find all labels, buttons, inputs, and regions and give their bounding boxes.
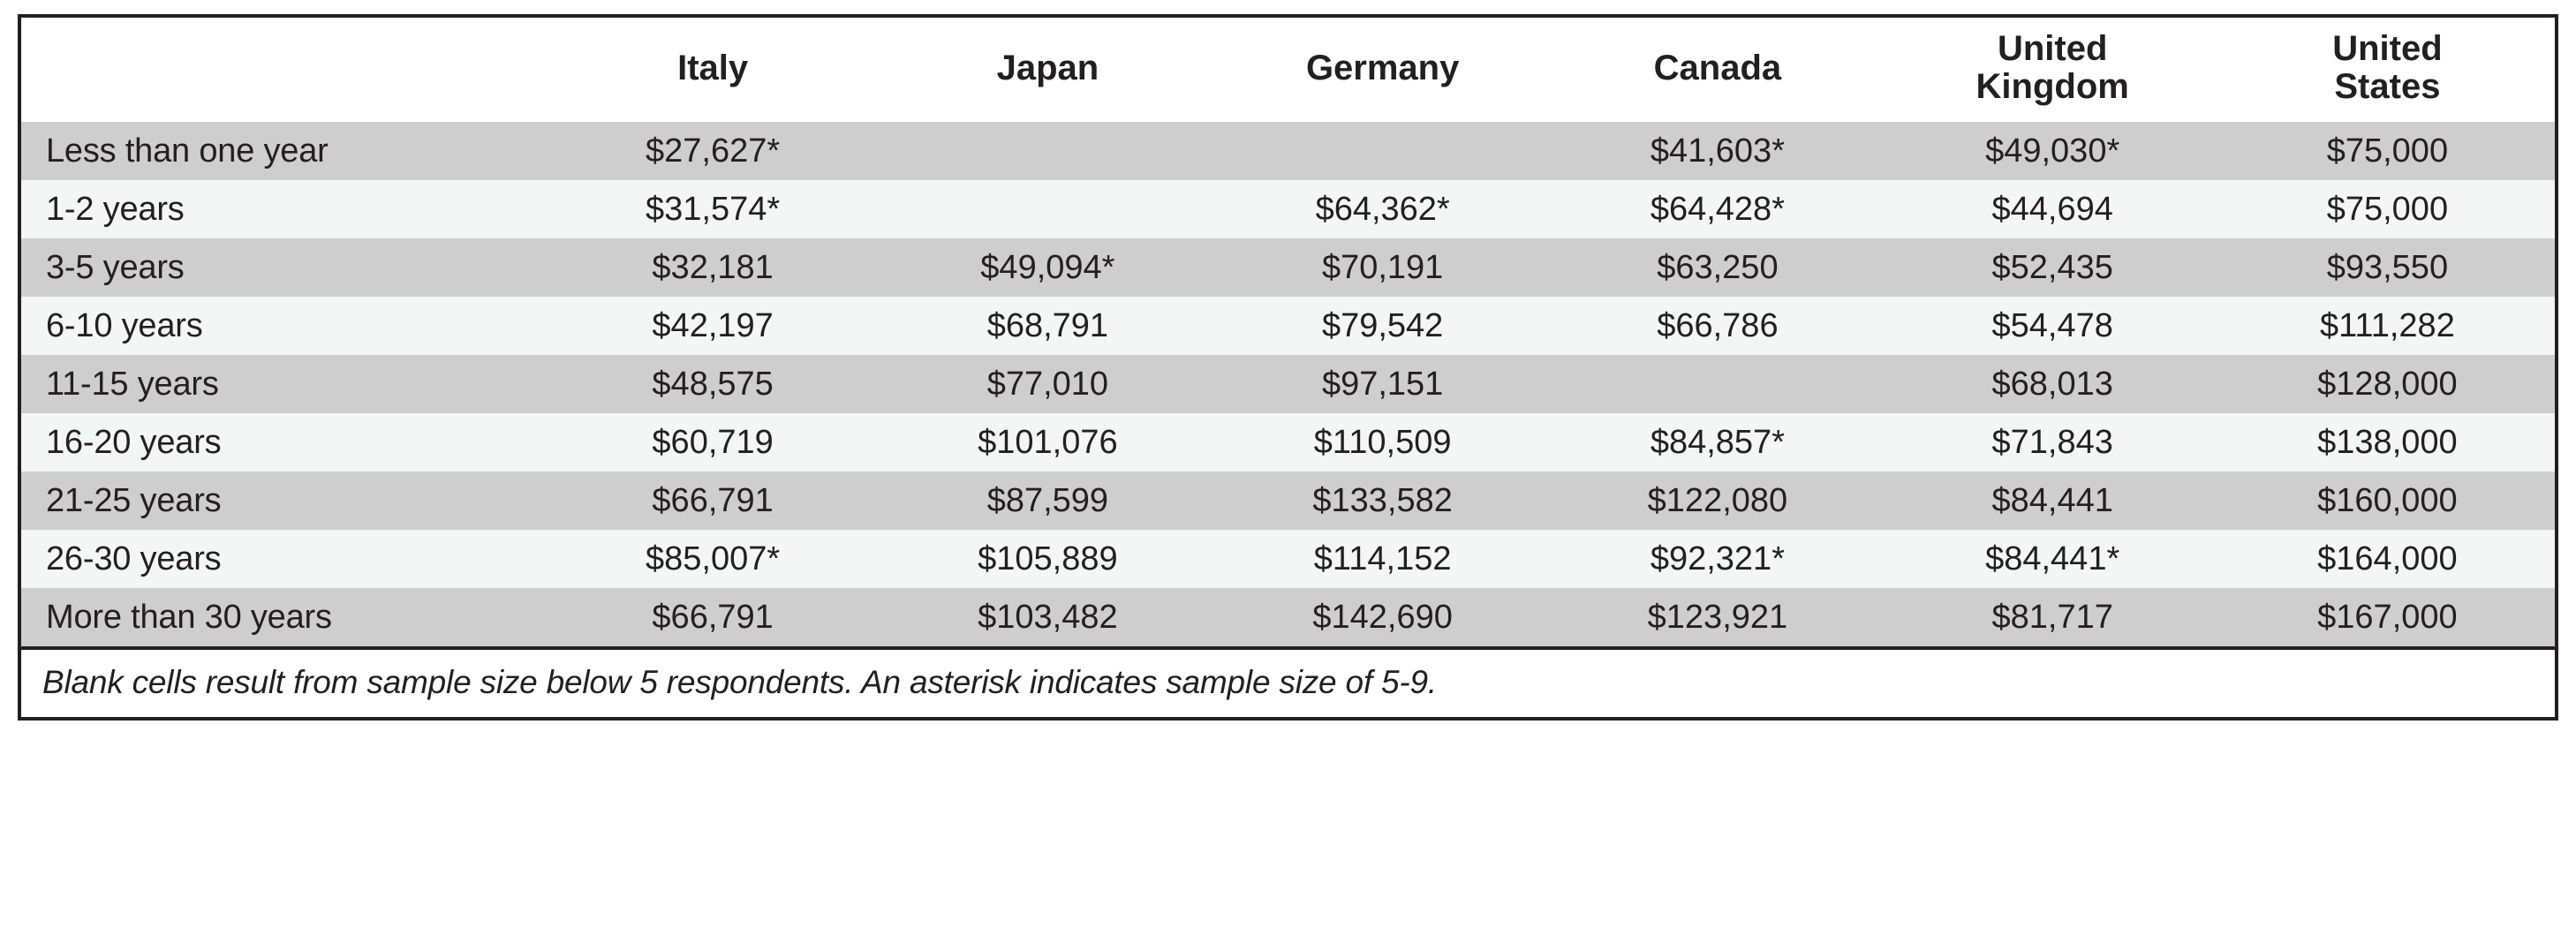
data-cell: $133,582 — [1215, 472, 1550, 530]
row-label: 1-2 years — [19, 180, 545, 238]
row-label: Less than one year — [19, 122, 545, 180]
data-cell: $167,000 — [2220, 588, 2557, 648]
data-cell: $114,152 — [1215, 530, 1550, 588]
col-header-blank — [19, 16, 545, 122]
data-cell: $122,080 — [1550, 472, 1885, 530]
data-cell: $60,719 — [545, 413, 880, 472]
data-cell: $77,010 — [880, 355, 1215, 413]
data-cell: $160,000 — [2220, 472, 2557, 530]
col-header-uk: UnitedKingdom — [1885, 16, 2220, 122]
data-cell: $66,791 — [545, 472, 880, 530]
row-label: More than 30 years — [19, 588, 545, 648]
data-cell: $31,574* — [545, 180, 880, 238]
data-cell: $93,550 — [2220, 238, 2557, 297]
data-cell: $27,627* — [545, 122, 880, 180]
data-cell: $142,690 — [1215, 588, 1550, 648]
data-cell: $54,478 — [1885, 297, 2220, 355]
table-row: Less than one year$27,627* $41,603*$49,03… — [19, 122, 2557, 180]
col-header-japan: Japan — [880, 16, 1215, 122]
data-cell: $85,007* — [545, 530, 880, 588]
table-row: 11-15 years$48,575$77,010$97,151 $68,013$… — [19, 355, 2557, 413]
table-header: Italy Japan Germany Canada UnitedKingdom… — [19, 16, 2557, 122]
data-cell: $68,013 — [1885, 355, 2220, 413]
col-header-us: UnitedStates — [2220, 16, 2557, 122]
data-cell: $49,030* — [1885, 122, 2220, 180]
data-cell: $75,000 — [2220, 180, 2557, 238]
table-row: More than 30 years$66,791$103,482$142,69… — [19, 588, 2557, 648]
data-cell: $52,435 — [1885, 238, 2220, 297]
table-row: 1-2 years$31,574* $64,362*$64,428*$44,694… — [19, 180, 2557, 238]
data-cell: $97,151 — [1215, 355, 1550, 413]
data-cell: $71,843 — [1885, 413, 2220, 472]
data-cell: $111,282 — [2220, 297, 2557, 355]
data-cell: $123,921 — [1550, 588, 1885, 648]
data-cell: $49,094* — [880, 238, 1215, 297]
table-row: 26-30 years$85,007*$105,889$114,152$92,3… — [19, 530, 2557, 588]
row-label: 26-30 years — [19, 530, 545, 588]
row-label: 3-5 years — [19, 238, 545, 297]
salary-table: Italy Japan Germany Canada UnitedKingdom… — [18, 14, 2558, 721]
data-cell — [880, 122, 1215, 180]
data-cell: $84,441* — [1885, 530, 2220, 588]
col-header-germany: Germany — [1215, 16, 1550, 122]
data-cell: $66,786 — [1550, 297, 1885, 355]
row-label: 6-10 years — [19, 297, 545, 355]
data-cell: $128,000 — [2220, 355, 2557, 413]
table-header-row: Italy Japan Germany Canada UnitedKingdom… — [19, 16, 2557, 122]
data-cell: $87,599 — [880, 472, 1215, 530]
data-cell: $48,575 — [545, 355, 880, 413]
data-cell: $84,441 — [1885, 472, 2220, 530]
data-cell: $32,181 — [545, 238, 880, 297]
data-cell — [880, 180, 1215, 238]
row-label: 21-25 years — [19, 472, 545, 530]
row-label: 11-15 years — [19, 355, 545, 413]
data-cell: $44,694 — [1885, 180, 2220, 238]
table-body: Less than one year$27,627* $41,603*$49,03… — [19, 122, 2557, 648]
data-cell: $64,362* — [1215, 180, 1550, 238]
data-cell: $70,191 — [1215, 238, 1550, 297]
data-cell: $68,791 — [880, 297, 1215, 355]
data-cell: $84,857* — [1550, 413, 1885, 472]
data-cell: $79,542 — [1215, 297, 1550, 355]
data-cell: $66,791 — [545, 588, 880, 648]
data-cell: $105,889 — [880, 530, 1215, 588]
data-cell: $42,197 — [545, 297, 880, 355]
col-header-italy: Italy — [545, 16, 880, 122]
table-row: 21-25 years$66,791$87,599$133,582$122,08… — [19, 472, 2557, 530]
table-row: 16-20 years$60,719$101,076$110,509$84,85… — [19, 413, 2557, 472]
data-cell: $75,000 — [2220, 122, 2557, 180]
data-cell: $92,321* — [1550, 530, 1885, 588]
row-label: 16-20 years — [19, 413, 545, 472]
data-cell: $101,076 — [880, 413, 1215, 472]
col-header-canada: Canada — [1550, 16, 1885, 122]
data-cell — [1215, 122, 1550, 180]
table-footnote: Blank cells result from sample size belo… — [19, 648, 2557, 719]
data-cell: $103,482 — [880, 588, 1215, 648]
data-cell — [1550, 355, 1885, 413]
data-cell: $81,717 — [1885, 588, 2220, 648]
data-cell: $138,000 — [2220, 413, 2557, 472]
data-cell: $64,428* — [1550, 180, 1885, 238]
data-cell: $41,603* — [1550, 122, 1885, 180]
data-cell: $63,250 — [1550, 238, 1885, 297]
table-row: 3-5 years$32,181$49,094*$70,191$63,250$5… — [19, 238, 2557, 297]
data-cell: $164,000 — [2220, 530, 2557, 588]
data-cell: $110,509 — [1215, 413, 1550, 472]
table-row: 6-10 years$42,197$68,791$79,542$66,786$5… — [19, 297, 2557, 355]
